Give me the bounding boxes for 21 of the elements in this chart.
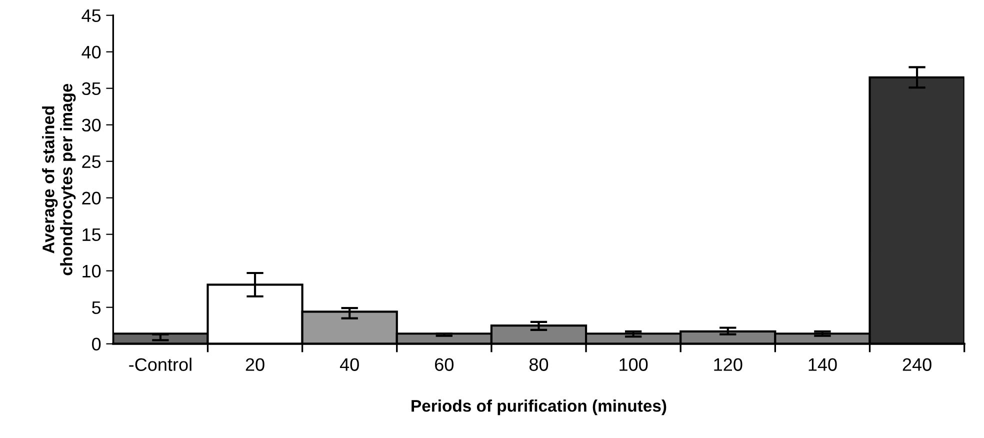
x-axis-title: Periods of purification (minutes)	[412, 400, 666, 416]
y-tick-label: 35	[82, 82, 101, 96]
y-tick-label: 5	[92, 301, 101, 314]
x-tick-label: 140	[808, 358, 837, 371]
y-tick-label: 0	[92, 338, 101, 351]
y-tick-label: 45	[82, 9, 101, 22]
x-tick-label: 80	[529, 358, 548, 371]
y-tick-label: 15	[82, 228, 101, 242]
x-tick-label: 240	[902, 358, 932, 371]
y-tick-label: 10	[82, 264, 101, 278]
x-tick-label: 60	[435, 358, 454, 371]
y-axis-title: Average of stained chondrocytes per image	[42, 84, 76, 276]
y-tick-label: 40	[82, 46, 101, 59]
x-tick-label: 120	[714, 358, 742, 371]
x-tick-label: -Control	[129, 358, 192, 371]
x-tick-label: 20	[246, 358, 264, 371]
y-tick-label: 20	[82, 192, 101, 205]
y-tick-label: 30	[82, 118, 101, 132]
y-tick-label: 25	[82, 155, 101, 168]
x-tick-label: 100	[620, 358, 648, 371]
x-tick-label: 40	[340, 358, 359, 371]
